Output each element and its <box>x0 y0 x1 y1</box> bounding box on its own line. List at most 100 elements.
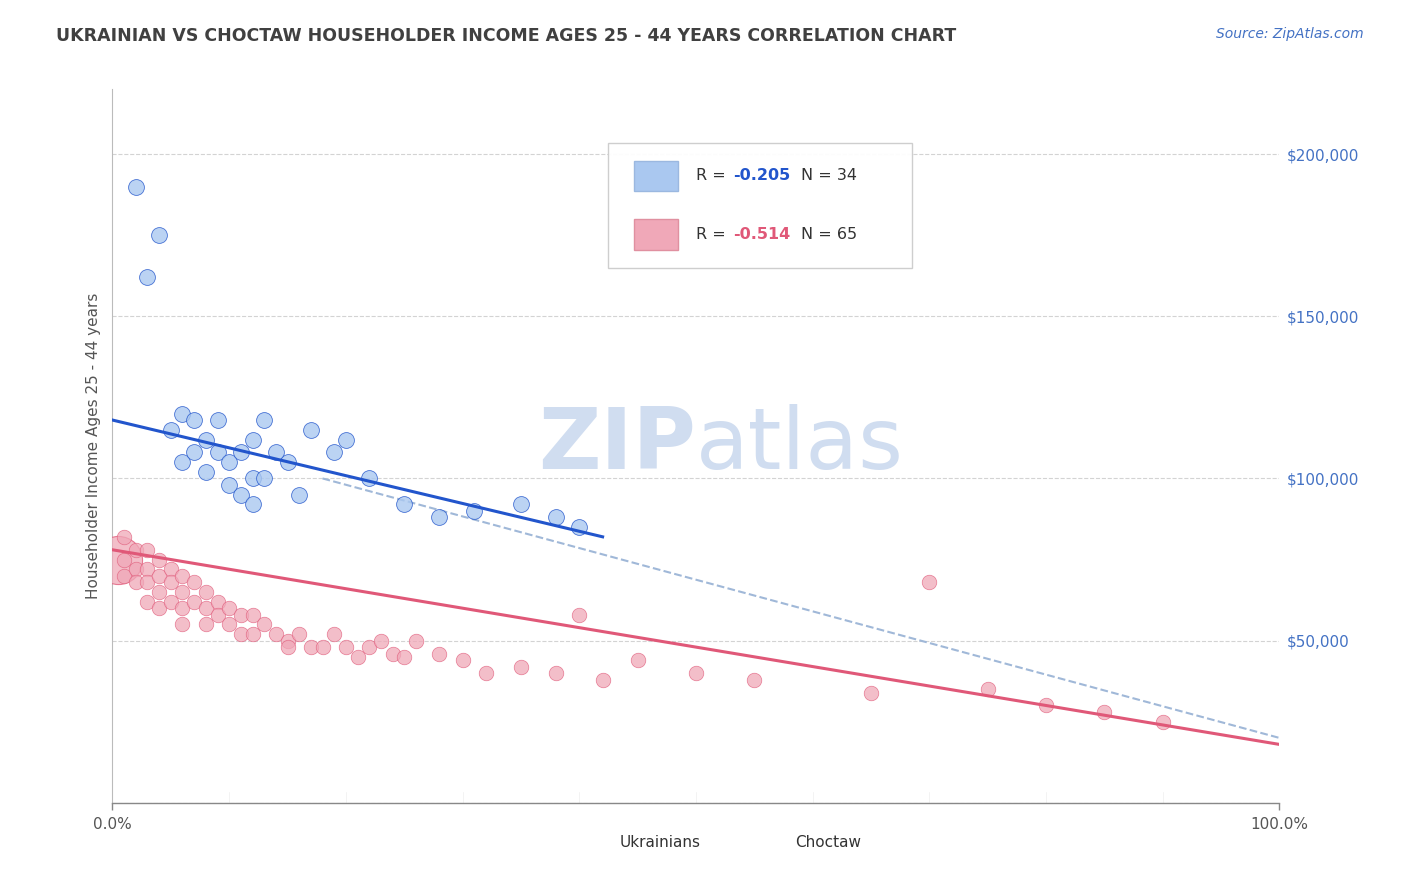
Point <box>253 617 276 632</box>
Point <box>744 673 766 687</box>
Point <box>125 562 148 576</box>
Point <box>359 640 381 654</box>
Point <box>1152 714 1174 729</box>
FancyBboxPatch shape <box>609 143 912 268</box>
Point <box>976 682 998 697</box>
Point <box>299 640 322 654</box>
Point <box>160 575 183 590</box>
Point <box>183 445 205 459</box>
Point <box>276 455 298 469</box>
Point <box>323 627 346 641</box>
Point <box>346 649 368 664</box>
Point <box>264 445 287 459</box>
Point <box>299 423 322 437</box>
Point <box>172 407 194 421</box>
Point <box>242 627 264 641</box>
Point <box>112 552 135 566</box>
Point <box>288 627 311 641</box>
Text: R =: R = <box>696 227 731 242</box>
Point <box>112 530 135 544</box>
Point <box>207 607 229 622</box>
Point <box>242 607 264 622</box>
Point <box>207 413 229 427</box>
Point <box>592 673 614 687</box>
Point <box>194 433 217 447</box>
Point <box>125 575 148 590</box>
Text: Ukrainians: Ukrainians <box>620 835 702 849</box>
Point <box>311 640 333 654</box>
Point <box>136 542 159 557</box>
Point <box>207 595 229 609</box>
Point <box>451 653 474 667</box>
Point <box>172 568 194 582</box>
Point <box>242 471 264 485</box>
Point <box>194 465 217 479</box>
FancyBboxPatch shape <box>568 829 606 855</box>
Text: UKRAINIAN VS CHOCTAW HOUSEHOLDER INCOME AGES 25 - 44 YEARS CORRELATION CHART: UKRAINIAN VS CHOCTAW HOUSEHOLDER INCOME … <box>56 27 956 45</box>
Point <box>253 413 276 427</box>
Point <box>218 601 240 615</box>
Point <box>276 633 298 648</box>
Point <box>172 455 194 469</box>
Point <box>335 433 357 447</box>
Point <box>160 423 183 437</box>
Point <box>568 607 591 622</box>
Point <box>335 640 357 654</box>
Point <box>172 585 194 599</box>
Point <box>918 575 941 590</box>
Point <box>218 478 240 492</box>
Point <box>276 640 298 654</box>
Point <box>405 633 427 648</box>
Point <box>509 659 531 673</box>
Point <box>148 552 170 566</box>
Text: atlas: atlas <box>696 404 904 488</box>
Point <box>136 575 159 590</box>
Point <box>183 595 205 609</box>
Point <box>183 413 205 427</box>
Point <box>148 601 170 615</box>
Point <box>475 666 498 681</box>
Point <box>427 510 450 524</box>
Point <box>229 488 252 502</box>
Point <box>136 270 159 285</box>
Point <box>194 601 217 615</box>
FancyBboxPatch shape <box>748 829 787 855</box>
Point <box>229 627 252 641</box>
Point <box>323 445 346 459</box>
Point <box>359 471 381 485</box>
Point <box>427 647 450 661</box>
Point <box>160 562 183 576</box>
Point <box>125 542 148 557</box>
Point <box>183 575 205 590</box>
Point <box>229 445 252 459</box>
Text: Source: ZipAtlas.com: Source: ZipAtlas.com <box>1216 27 1364 41</box>
Point <box>125 179 148 194</box>
Text: R =: R = <box>696 168 731 183</box>
Point <box>218 455 240 469</box>
Point <box>394 497 416 511</box>
Point <box>264 627 287 641</box>
Point <box>172 601 194 615</box>
Point <box>544 510 567 524</box>
FancyBboxPatch shape <box>634 161 679 191</box>
Text: ZIP: ZIP <box>538 404 696 488</box>
Point <box>242 433 264 447</box>
Text: N = 34: N = 34 <box>801 168 858 183</box>
Point <box>568 520 591 534</box>
Point <box>509 497 531 511</box>
Point <box>229 607 252 622</box>
Point <box>148 585 170 599</box>
FancyBboxPatch shape <box>634 219 679 250</box>
Point <box>107 552 129 566</box>
Point <box>172 617 194 632</box>
Point <box>544 666 567 681</box>
Text: -0.205: -0.205 <box>734 168 790 183</box>
Point <box>194 585 217 599</box>
Point <box>160 595 183 609</box>
Text: Choctaw: Choctaw <box>796 835 860 849</box>
Point <box>148 568 170 582</box>
Text: N = 65: N = 65 <box>801 227 858 242</box>
Point <box>1035 698 1057 713</box>
Point <box>218 617 240 632</box>
Point <box>112 568 135 582</box>
